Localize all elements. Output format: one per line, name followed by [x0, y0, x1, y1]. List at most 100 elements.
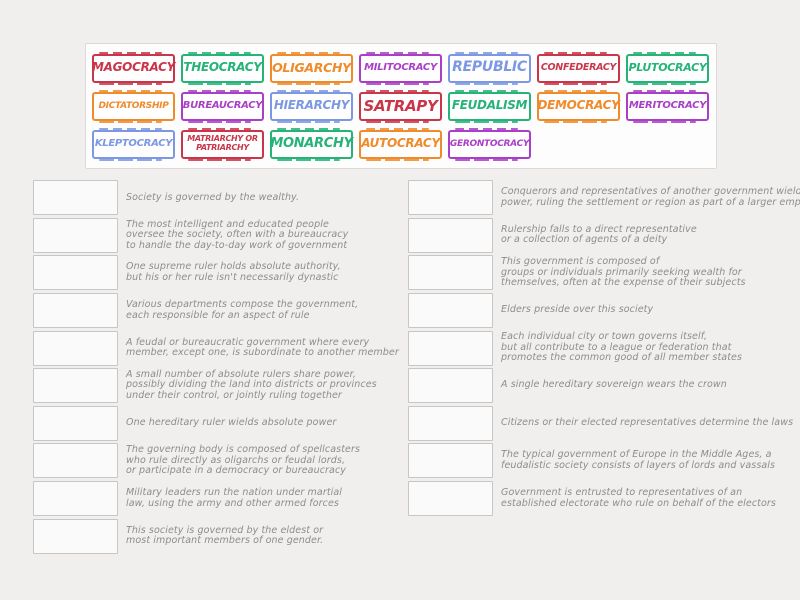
definition-line: or participate in a democracy or bureauc… [126, 465, 347, 477]
match-row: Elders preside over this society [408, 292, 790, 330]
word-tile[interactable]: MERITOCRACY [626, 89, 709, 123]
word-tile-label: SATRAPY [363, 96, 438, 115]
answer-drop-zone[interactable] [408, 180, 493, 216]
definition-line: The governing body is composed of spellc… [126, 444, 361, 456]
definition-line: law, using the army and other armed forc… [126, 497, 339, 509]
word-tile-label: AUTOCRACY [361, 136, 440, 151]
definition-text: The governing body is composed of spellc… [126, 444, 361, 477]
match-row: Each individual city or town governs its… [408, 329, 790, 367]
answer-drop-zone[interactable] [33, 518, 118, 554]
definition-line: Conquerors and representatives of anothe… [501, 186, 800, 198]
word-tile-label: MAGOCRACY [91, 60, 176, 75]
definition-line: but his or her rule isn't necessarily dy… [126, 271, 339, 283]
word-tile[interactable]: HIERARCHY [270, 89, 353, 123]
definition-text: One supreme ruler holds absolute authori… [126, 262, 341, 283]
answer-drop-zone[interactable] [33, 217, 118, 253]
definition-line: A feudal or bureaucratic government wher… [126, 336, 370, 348]
definition-line: The typical government of Europe in the … [501, 449, 772, 461]
answer-drop-zone[interactable] [33, 481, 118, 517]
word-tile[interactable]: DEMOCRACY [537, 89, 620, 123]
answer-drop-zone[interactable] [33, 293, 118, 329]
word-tile-label: DEMOCRACY [537, 98, 620, 113]
word-tile-label: REPUBLIC [452, 59, 527, 76]
word-tile[interactable]: KLEPTOCRACY [92, 127, 175, 161]
word-tile[interactable]: BUREAUCRACY [181, 89, 264, 123]
definition-line: The most intelligent and educated people [126, 218, 329, 230]
word-tile[interactable]: FEUDALISM [448, 89, 531, 123]
word-tile[interactable]: MATRIARCHY OR PATRIARCHY [181, 127, 264, 161]
answer-drop-zone[interactable] [33, 255, 118, 291]
definition-text: Government is entrusted to representativ… [501, 487, 776, 509]
definition-text: A single hereditary sovereign wears the … [501, 380, 727, 391]
word-tile[interactable]: DICTATORSHIP [92, 89, 175, 123]
definition-line: A single hereditary sovereign wears the … [501, 379, 727, 391]
word-tile[interactable]: THEOCRACY [181, 51, 264, 85]
answer-drop-zone[interactable] [408, 255, 493, 291]
match-row: Society is governed by the wealthy. [33, 179, 395, 217]
word-tile-label: HIERARCHY [273, 98, 350, 113]
answer-drop-zone[interactable] [408, 368, 493, 404]
answer-drop-zone[interactable] [33, 368, 118, 404]
match-row: Government is entrusted to representativ… [408, 480, 790, 518]
definition-line: member, except one, is subordinate to an… [126, 347, 399, 359]
word-tile[interactable]: GERONTOCRACY [448, 127, 531, 161]
definition-text: Rulership falls to a direct representati… [501, 223, 697, 246]
word-tile[interactable]: OLIGARCHY [270, 51, 353, 85]
definition-text: Elders preside over this society [501, 305, 653, 316]
definition-line: One supreme ruler holds absolute authori… [126, 261, 341, 273]
answer-drop-zone[interactable] [33, 405, 118, 441]
definition-text: Various departments compose the governme… [126, 299, 358, 321]
word-tile-label: MERITOCRACY [628, 100, 707, 112]
match-row: A small number of absolute rulers share … [33, 367, 395, 405]
word-tile[interactable]: CONFEDERACY [537, 51, 620, 85]
answer-drop-zone[interactable] [408, 481, 493, 517]
definition-text: This government is composed of groups or … [501, 256, 746, 289]
word-tile-label: MILITOCRACY [364, 62, 437, 74]
match-row: The typical government of Europe in the … [408, 442, 790, 480]
definition-text: This society is governed by the eldest o… [126, 525, 323, 547]
match-row: Citizens or their elected representative… [408, 405, 793, 443]
match-row: This government is composed of groups or … [408, 254, 790, 292]
word-tile[interactable]: MILITOCRACY [359, 51, 442, 85]
match-row: The most intelligent and educated people… [33, 217, 395, 255]
word-tile-label: BUREAUCRACY [182, 100, 263, 112]
definition-line: each responsible for an aspect of rule [126, 309, 310, 321]
definition-text: Society is governed by the wealthy. [126, 191, 300, 204]
match-row: A single hereditary sovereign wears the … [408, 367, 790, 405]
definition-text: A small number of absolute rulers share … [126, 369, 377, 402]
definition-line: groups or individuals primarily seeking … [501, 266, 742, 278]
word-tile[interactable]: SATRAPY [359, 89, 442, 123]
match-row: Military leaders run the nation under ma… [33, 480, 395, 518]
definition-line: feudalistic society consists of layers o… [501, 459, 776, 471]
definition-text: Citizens or their elected representative… [501, 417, 793, 429]
definition-line: Military leaders run the nation under ma… [126, 486, 343, 498]
answer-drop-zone[interactable] [408, 217, 493, 253]
definition-line: Society is governed by the wealthy. [126, 191, 300, 203]
answer-drop-zone[interactable] [408, 443, 493, 479]
definition-line: power, ruling the settlement or region a… [501, 196, 800, 208]
definition-line: possibly dividing the land into district… [126, 379, 377, 391]
word-tile-label: MONARCHY [270, 135, 353, 151]
word-tile[interactable]: AUTOCRACY [359, 127, 442, 161]
word-tile[interactable]: MONARCHY [270, 127, 353, 161]
word-tile[interactable]: MAGOCRACY [91, 51, 176, 85]
answer-drop-zone[interactable] [408, 293, 493, 329]
definitions-column-right: Conquerors and representatives of anothe… [408, 179, 800, 518]
word-tile-label: CONFEDERACY [540, 61, 617, 73]
answer-drop-zone[interactable] [33, 180, 118, 216]
answer-drop-zone[interactable] [408, 330, 493, 366]
definition-line: established electorate who rule on behal… [501, 497, 776, 509]
answer-drop-zone[interactable] [33, 443, 118, 479]
match-row: One hereditary ruler wields absolute pow… [33, 405, 395, 443]
word-tile-label: FEUDALISM [451, 98, 528, 113]
word-tile[interactable]: REPUBLIC [448, 51, 531, 85]
answer-drop-zone[interactable] [33, 330, 118, 366]
definition-line: One hereditary ruler wields absolute pow… [126, 417, 337, 429]
definition-line: who rule directly as oligarchs or feudal… [126, 454, 346, 466]
word-tile-label: PLUTOCRACY [628, 60, 707, 74]
definition-line: Rulership falls to a direct representati… [501, 223, 697, 235]
word-bank-panel: MAGOCRACY THEOCRACY OLIGARCHY MILITOCRAC… [85, 43, 717, 169]
definition-line: This government is composed of [501, 256, 660, 268]
word-tile[interactable]: PLUTOCRACY [626, 51, 709, 85]
answer-drop-zone[interactable] [408, 405, 493, 441]
